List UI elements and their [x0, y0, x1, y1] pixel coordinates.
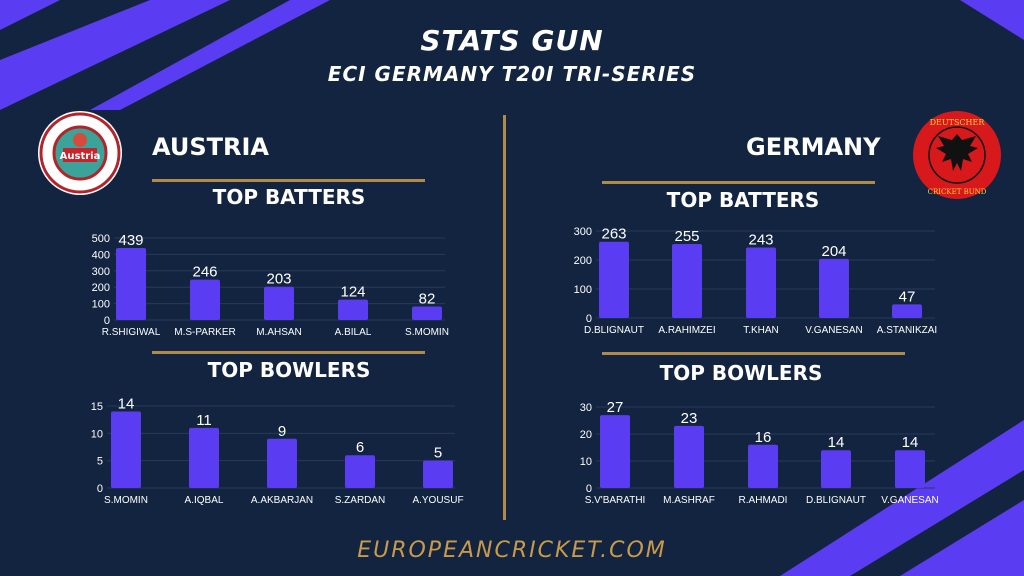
austria-bowlers-y-tick-label: 10 — [91, 428, 103, 440]
austria-bowlers-value-label: 11 — [196, 412, 212, 429]
austria-batters-value-label: 439 — [118, 232, 143, 249]
austria-batters-y-tick-label: 100 — [92, 299, 110, 311]
germany-bowlers-category-label: V.GANESAN — [881, 495, 938, 506]
austria-batters-bar — [190, 279, 220, 320]
austria-bowlers-value-label: 14 — [118, 395, 135, 412]
austria-bowlers-value-label: 9 — [278, 423, 286, 440]
page-subtitle: ECI GERMANY T20I TRI-SERIES — [327, 62, 697, 86]
germany-bowlers-category-label: R.AHMADI — [739, 495, 788, 506]
team-name-austria: AUSTRIA — [152, 133, 269, 161]
svg-text:Austria: Austria — [60, 151, 101, 162]
austria-batters-value-label: 124 — [340, 284, 365, 301]
center-divider — [503, 115, 506, 520]
austria-bowlers-category-label: S.MOMIN — [104, 495, 148, 506]
austria-batters-bar — [338, 299, 368, 320]
germany-batters-bar — [746, 247, 776, 318]
austria-bowlers-y-tick-label: 5 — [97, 456, 103, 468]
germany-bowlers-value-label: 27 — [607, 399, 624, 416]
germany-bowlers-bar — [600, 415, 630, 488]
germany-top-bowlers-heading: TOP BOWLERS — [659, 361, 823, 385]
team-name-germany: GERMANY — [746, 133, 881, 161]
austria-batters-value-label: 203 — [266, 271, 291, 288]
gold-divider — [602, 352, 905, 355]
germany-batters-y-tick-label: 100 — [574, 284, 592, 296]
germany-batters-value-label: 243 — [748, 232, 773, 249]
svg-text:CRICKET BUND: CRICKET BUND — [928, 188, 987, 196]
austria-batters-y-tick-label: 400 — [92, 249, 110, 261]
germany-bowlers-value-label: 16 — [755, 429, 772, 446]
germany-batters-y-tick-label: 300 — [574, 226, 592, 238]
austria-bowlers-category-label: S.ZARDAN — [335, 495, 386, 506]
austria-batters-y-tick-label: 200 — [92, 282, 110, 294]
germany-bowlers-bar — [748, 444, 778, 488]
austria-batters-bar — [116, 248, 146, 320]
page-title: STATS GUN — [420, 24, 604, 57]
austria-batters-category-label: S.MOMIN — [405, 327, 449, 338]
austria-batters-value-label: 82 — [419, 291, 436, 308]
austria-bowlers-y-tick-label: 0 — [97, 483, 103, 495]
austria-logo: Austria — [38, 111, 122, 195]
germany-batters-bar — [672, 244, 702, 318]
germany-bowlers-bar — [674, 425, 704, 488]
germany-batters-category-label: A.RAHIMZEI — [658, 325, 715, 336]
germany-bowlers-category-label: D.BLIGNAUT — [806, 495, 866, 506]
germany-bowlers-category-label: S.V'BARATHI — [585, 495, 646, 506]
germany-batters-category-label: V.GANESAN — [805, 325, 862, 336]
austria-bowlers-category-label: A.AKBARJAN — [251, 495, 313, 506]
austria-top-bowlers-heading: TOP BOWLERS — [207, 358, 371, 382]
germany-bowlers-value-label: 23 — [681, 410, 698, 427]
germany-bowlers-y-tick-label: 20 — [580, 429, 592, 441]
austria-batters-y-tick-label: 300 — [92, 266, 110, 278]
austria-batters-bar — [264, 286, 294, 320]
austria-batters-category-label: A.BILAL — [335, 327, 372, 338]
austria-bowlers-bar — [267, 438, 297, 488]
germany-batters-value-label: 204 — [821, 243, 846, 260]
austria-bowlers-bar — [111, 411, 141, 488]
germany-batters-y-tick-label: 0 — [586, 313, 592, 325]
germany-bowlers-y-tick-label: 0 — [586, 483, 592, 495]
austria-bowlers-bar — [189, 427, 219, 488]
austria-bowlers-bar — [423, 460, 453, 488]
germany-batters-value-label: 263 — [601, 226, 626, 243]
austria-bowlers-category-label: A.IQBAL — [185, 495, 224, 506]
germany-logo: DEUTSCHER CRICKET BUND — [913, 111, 1001, 199]
germany-batters-category-label: T.KHAN — [743, 325, 779, 336]
germany-batters-bar — [819, 258, 849, 318]
austria-bowlers-bar — [345, 455, 375, 488]
austria-batters-category-label: M.S-PARKER — [174, 327, 236, 338]
austria-bowlers-value-label: 6 — [356, 439, 364, 456]
austria-batters-y-tick-label: 500 — [92, 233, 110, 245]
austria-bowlers-value-label: 5 — [434, 445, 442, 462]
germany-bowlers-bar — [895, 450, 925, 488]
germany-batters-category-label: A.STANIKZAI — [877, 325, 937, 336]
gold-divider — [152, 179, 425, 182]
austria-bowlers-y-tick-label: 15 — [91, 401, 103, 413]
svg-text:DEUTSCHER: DEUTSCHER — [930, 118, 986, 127]
austria-batters-value-label: 246 — [192, 264, 217, 281]
germany-bowlers-y-tick-label: 30 — [580, 402, 592, 414]
germany-bowlers-y-tick-label: 10 — [580, 456, 592, 468]
germany-bowlers-category-label: M.ASHRAF — [663, 495, 715, 506]
germany-bowlers-bar — [821, 450, 851, 488]
germany-bowlers-value-label: 14 — [828, 434, 845, 451]
austria-top-batters-heading: TOP BATTERS — [212, 185, 366, 209]
austria-batters-bar — [412, 306, 442, 320]
germany-batters-y-tick-label: 200 — [574, 255, 592, 267]
gold-divider — [602, 181, 875, 184]
germany-batters-value-label: 255 — [674, 228, 699, 245]
germany-batters-bar — [599, 241, 629, 318]
germany-batters-category-label: D.BLIGNAUT — [584, 325, 644, 336]
austria-bowlers-category-label: A.YOUSUF — [412, 495, 463, 506]
germany-batters-bar — [892, 304, 922, 318]
austria-batters-category-label: R.SHIGIWAL — [102, 327, 161, 338]
austria-batters-y-tick-label: 0 — [104, 315, 110, 327]
germany-bowlers-value-label: 14 — [902, 434, 919, 451]
germany-top-batters-heading: TOP BATTERS — [666, 188, 820, 212]
austria-batters-category-label: M.AHSAN — [256, 327, 302, 338]
gold-divider — [152, 351, 425, 354]
footer-website: EUROPEANCRICKET.COM — [357, 538, 667, 563]
germany-batters-value-label: 47 — [899, 288, 916, 305]
